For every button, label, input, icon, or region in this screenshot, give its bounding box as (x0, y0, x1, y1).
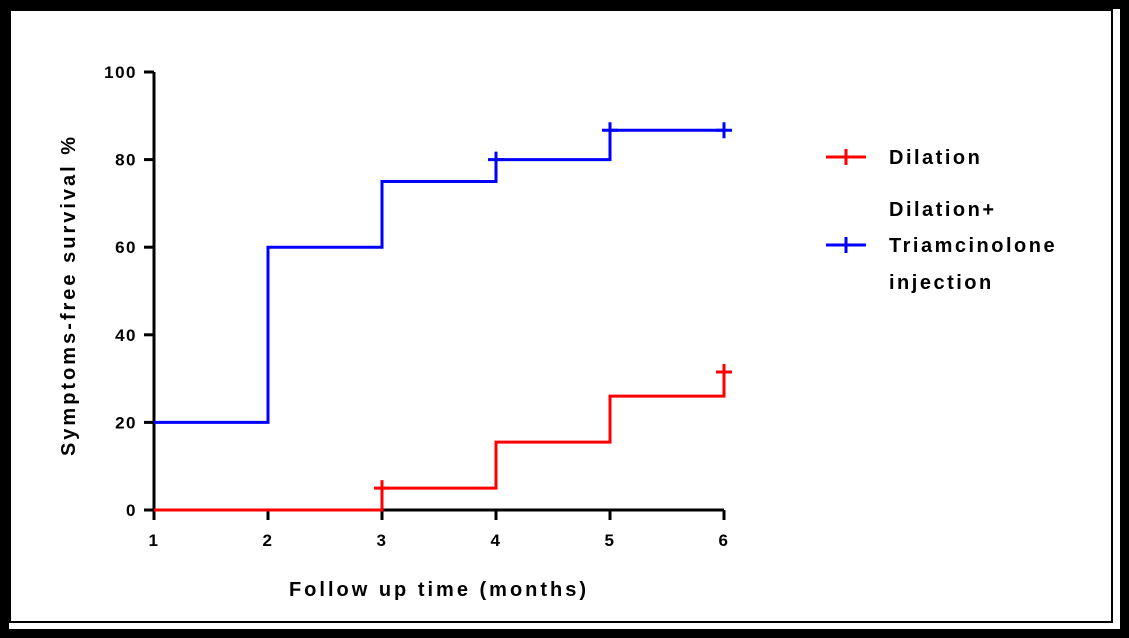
series-0-censor-mark (374, 480, 390, 497)
y-tick-label: 60 (115, 238, 137, 257)
series-1-censor-mark (716, 122, 732, 139)
y-tick-label: 20 (115, 413, 137, 432)
x-tick-label: 2 (263, 531, 274, 550)
x-tick-label: 4 (491, 531, 502, 550)
series-0-line (154, 372, 726, 512)
series-layer (154, 122, 732, 512)
axes: 0 20 40 60 80 100 1 2 3 4 5 6 (104, 63, 730, 550)
series-1-censor-mark (488, 151, 504, 168)
y-axis-title: Symptoms-free survival % (58, 134, 80, 456)
series-1-censor-mark (602, 122, 618, 139)
series-1-line (154, 128, 724, 424)
y-tick-label: 80 (115, 151, 137, 170)
legend: Dilation Dilation+ Triamcinolone injection (826, 147, 1057, 294)
x-axis-title: Follow up time (months) (289, 579, 589, 601)
y-tick-label: 40 (115, 326, 137, 345)
y-tick-label: 0 (126, 501, 137, 520)
y-tick-label: 100 (104, 63, 137, 82)
legend-label-0: Dilation (889, 147, 982, 169)
series-0-censor-mark (716, 364, 732, 381)
x-tick-label: 1 (149, 531, 160, 550)
chart-inner-border (9, 9, 1113, 623)
x-tick-label: 5 (605, 531, 616, 550)
legend-label-1: Triamcinolone (889, 235, 1057, 257)
x-tick-label: 6 (719, 531, 730, 550)
legend-label-1: Dilation+ (889, 199, 997, 221)
x-tick-label: 3 (377, 531, 388, 550)
legend-label-1: injection (889, 272, 994, 294)
